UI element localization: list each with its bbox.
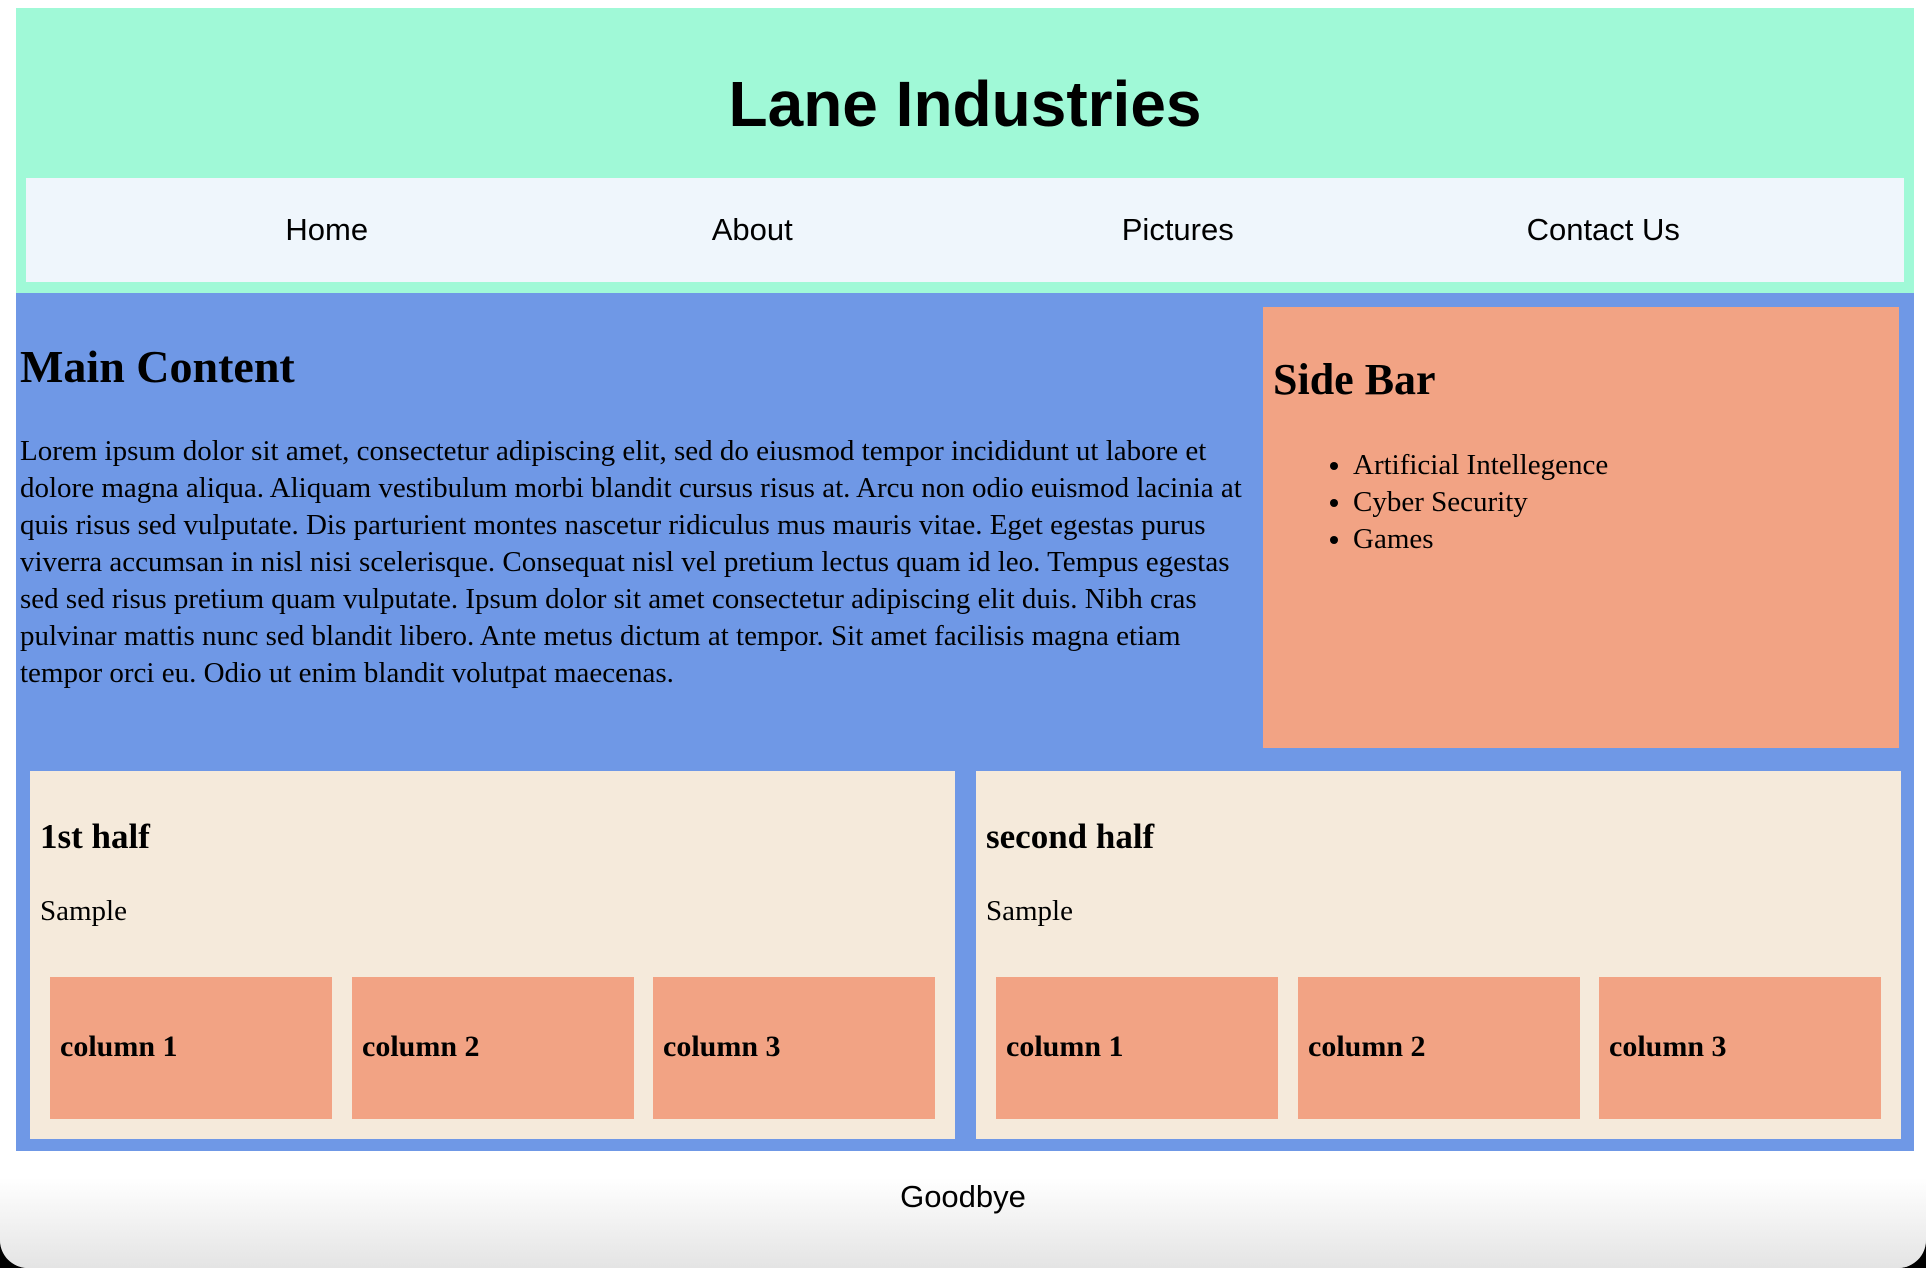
main-nav: Home About Pictures Contact Us <box>26 178 1904 282</box>
column-label: column 3 <box>663 1030 781 1063</box>
nav-item-pictures[interactable]: Pictures <box>1121 212 1234 247</box>
main-content-paragraph: Lorem ipsum dolor sit amet, consectetur … <box>20 435 1242 689</box>
sidebar-list: Artificial Intellegence Cyber Security G… <box>1319 447 1608 558</box>
site-title: Lane Industries <box>728 68 1202 140</box>
sidebar-item-games: Games <box>1353 521 1608 558</box>
column-label: column 2 <box>362 1030 480 1063</box>
first-half-text: Sample <box>40 895 127 927</box>
second-half-section: second half Sample column 1 column 2 col… <box>976 771 1901 1139</box>
site-footer: Goodbye <box>900 1179 1026 1214</box>
second-half-column-1: column 1 <box>996 977 1278 1119</box>
main-content-heading: Main Content <box>20 341 295 392</box>
first-half-section: 1st half Sample column 1 column 2 column… <box>30 771 955 1139</box>
nav-item-contact-us[interactable]: Contact Us <box>1526 212 1680 247</box>
nav-item-about[interactable]: About <box>711 212 793 247</box>
page-wrapper: Lane Industries Home About Pictures Cont… <box>16 8 1914 1151</box>
second-half-text: Sample <box>986 895 1073 927</box>
column-label: column 3 <box>1609 1030 1727 1063</box>
first-half-column-3: column 3 <box>653 977 935 1119</box>
nav-item-home[interactable]: Home <box>285 212 369 247</box>
column-label: column 1 <box>60 1030 178 1063</box>
second-half-column-3: column 3 <box>1599 977 1881 1119</box>
sidebar: Side Bar Artificial Intellegence Cyber S… <box>1263 307 1899 748</box>
main-area: Main Content Lorem ipsum dolor sit amet,… <box>16 293 1914 1151</box>
first-half-column-2: column 2 <box>352 977 634 1119</box>
second-half-column-2: column 2 <box>1298 977 1580 1119</box>
first-half-column-1: column 1 <box>50 977 332 1119</box>
sidebar-item-cyber-security: Cyber Security <box>1353 484 1608 521</box>
sidebar-item-artificial-intellegence: Artificial Intellegence <box>1353 447 1608 484</box>
column-label: column 1 <box>1006 1030 1124 1063</box>
column-label: column 2 <box>1308 1030 1426 1063</box>
second-half-heading: second half <box>986 817 1155 856</box>
site-header: Lane Industries Home About Pictures Cont… <box>16 8 1914 293</box>
sidebar-heading: Side Bar <box>1273 355 1436 404</box>
first-half-heading: 1st half <box>40 817 150 856</box>
